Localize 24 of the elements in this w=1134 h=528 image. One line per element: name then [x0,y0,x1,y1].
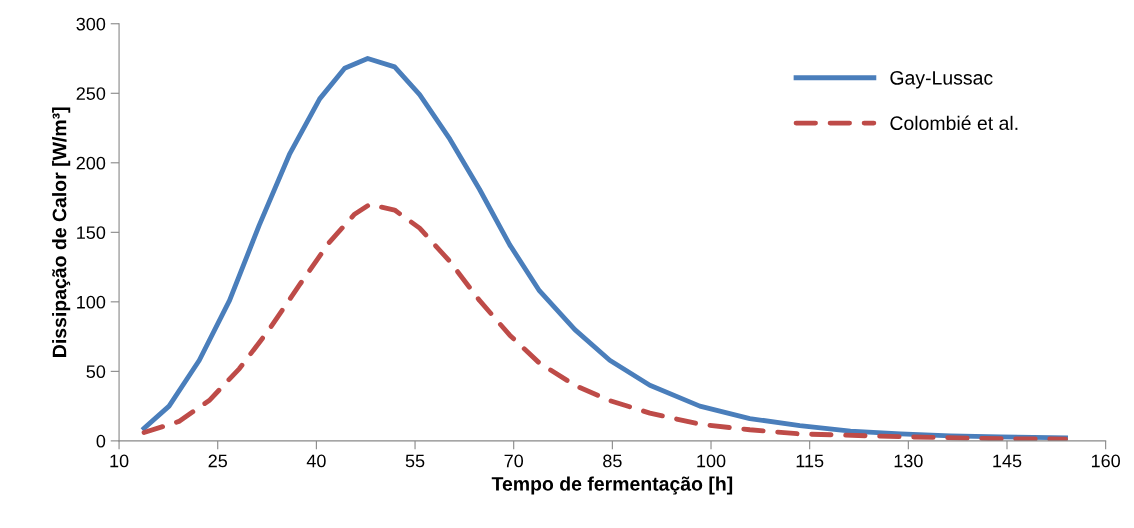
x-tick-label: 145 [993,454,1022,468]
y-tick-label: 100 [77,295,106,309]
y-tick-label: 50 [86,365,106,379]
x-tick-label: 100 [697,454,726,468]
y-axis-title: Dissipação de Calor [W/m³] [52,107,71,357]
legend-label: Colombié et al. [890,115,1018,131]
y-tick-label: 0 [96,434,106,448]
y-tick-label: 150 [77,226,106,240]
x-tick-label: 115 [796,454,824,468]
y-tick-label: 250 [76,87,106,100]
x-axis-title: Tempo de fermentação [h] [491,476,733,495]
x-tick-label: 160 [1091,454,1121,468]
x-tick-label: 130 [894,454,923,468]
y-tick-label: 300 [76,17,106,31]
y-tick-label: 200 [76,156,106,170]
x-tick-label: 10 [110,454,129,468]
legend-label: Gay-Lussac [890,70,993,89]
line-series [141,202,1068,441]
x-tick-label: 25 [208,454,228,468]
line-series [141,56,1068,441]
x-tick-label: 40 [306,454,326,468]
x-tick-label: 55 [405,454,425,468]
x-tick-label: 70 [504,454,524,468]
x-tick-label: 85 [603,454,622,468]
